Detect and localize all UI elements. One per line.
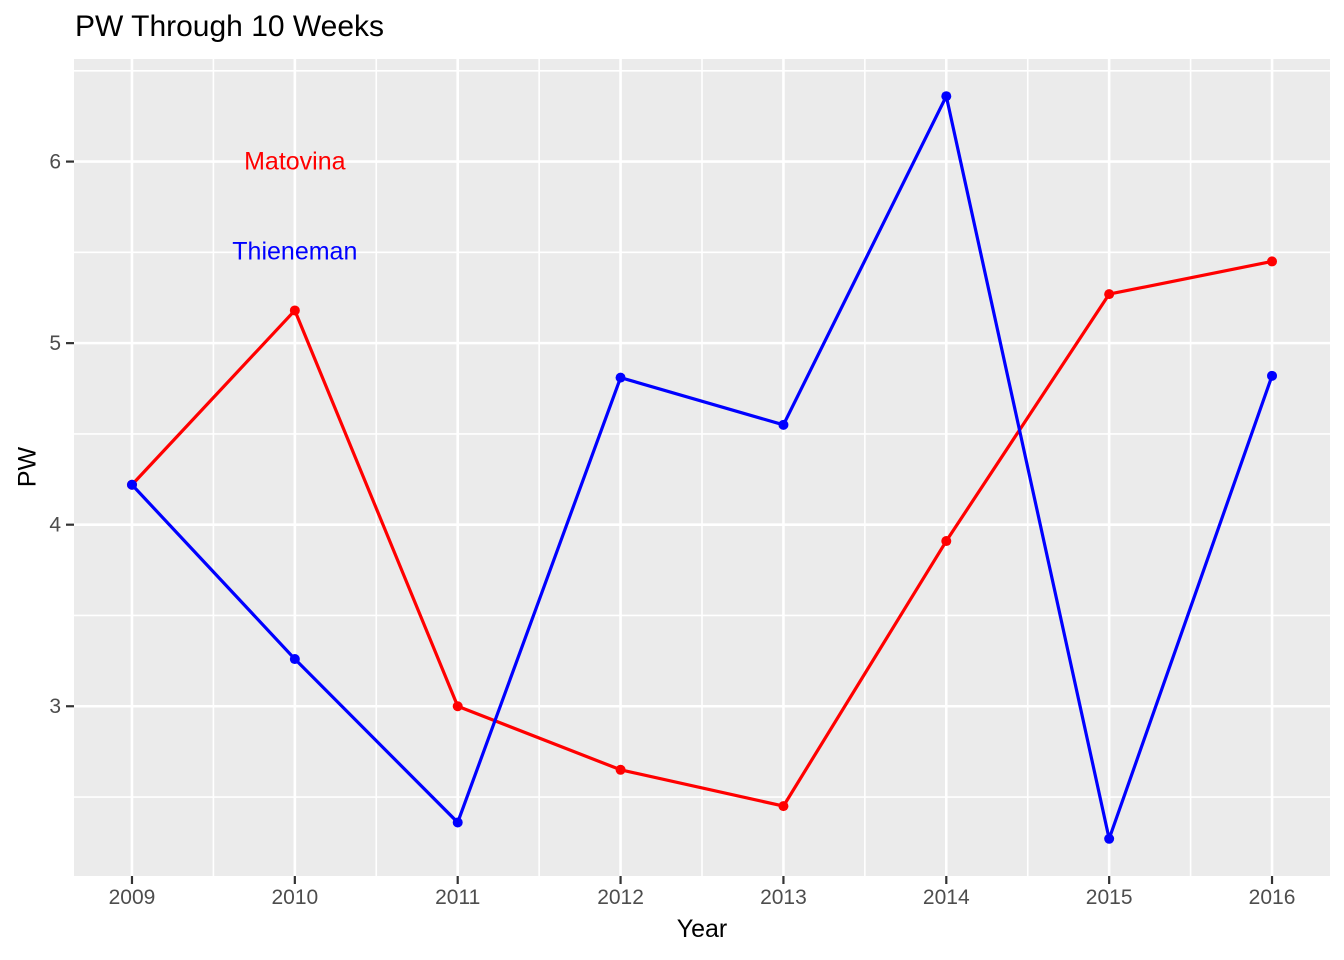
data-point-thieneman-2014 <box>941 91 952 102</box>
x-tick-label: 2009 <box>109 886 156 909</box>
x-axis-title: Year <box>676 915 728 943</box>
x-tick-label: 2013 <box>760 886 807 909</box>
y-axis-title: PW <box>13 446 42 488</box>
y-tick-label: 5 <box>49 332 61 355</box>
x-tick-label: 2011 <box>435 886 480 909</box>
x-tick-label: 2014 <box>923 886 970 909</box>
y-tick-label: 4 <box>49 514 61 537</box>
data-point-thieneman-2010 <box>289 654 300 665</box>
y-tick-label: 3 <box>49 695 61 718</box>
data-point-thieneman-2009 <box>126 479 137 490</box>
data-point-matovina-2011 <box>452 701 463 712</box>
series-line-thieneman <box>130 94 1274 841</box>
data-point-matovina-2010 <box>289 305 300 316</box>
x-tick-label: 2016 <box>1249 886 1296 909</box>
data-point-matovina-2016 <box>1267 256 1278 267</box>
data-point-thieneman-2013 <box>778 419 789 430</box>
data-point-matovina-2014 <box>941 536 952 547</box>
data-point-thieneman-2015 <box>1104 833 1115 844</box>
x-tick-label: 2010 <box>271 886 318 909</box>
y-tick-label: 6 <box>49 151 61 174</box>
data-point-matovina-2012 <box>615 764 626 775</box>
x-tick-label: 2015 <box>1086 886 1133 909</box>
data-point-thieneman-2011 <box>452 817 463 828</box>
data-point-matovina-2013 <box>778 801 789 812</box>
series-label-matovina: Matovina <box>244 147 346 176</box>
x-tick-label: 2012 <box>597 886 644 909</box>
series-label-thieneman: Thieneman <box>232 237 358 266</box>
chart-title: PW Through 10 Weeks <box>75 10 385 43</box>
data-point-thieneman-2012 <box>615 372 626 383</box>
data-point-thieneman-2016 <box>1267 370 1278 381</box>
data-point-matovina-2015 <box>1104 289 1115 300</box>
series-line-matovina <box>130 259 1274 808</box>
